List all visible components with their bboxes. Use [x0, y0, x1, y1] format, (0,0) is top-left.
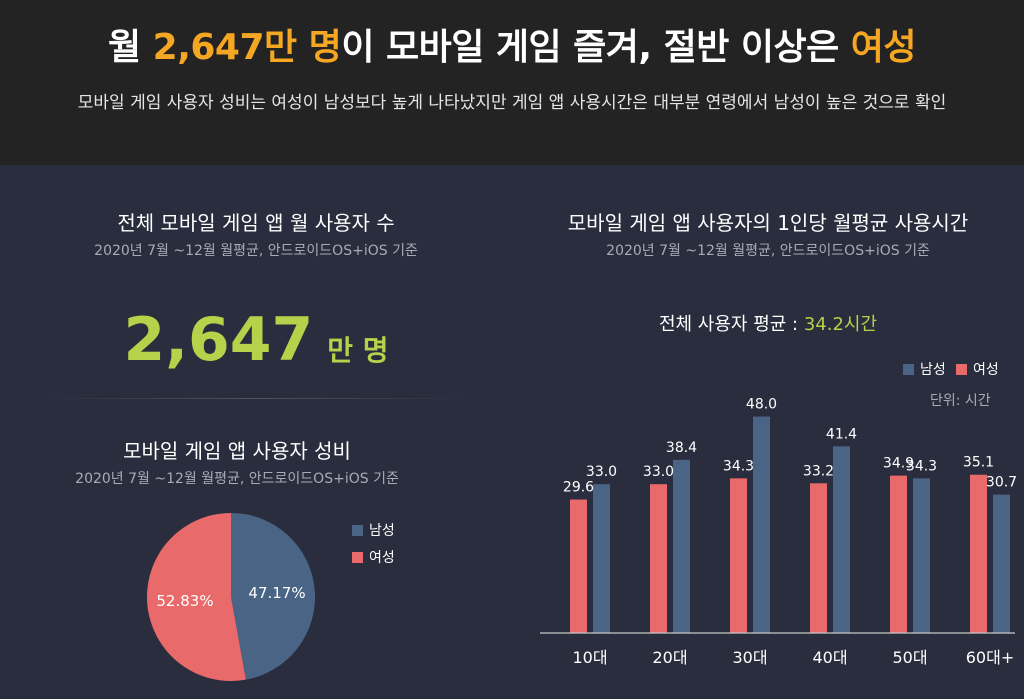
- bar-legend-male-swatch: [903, 363, 914, 375]
- bar-male-3: [833, 446, 850, 633]
- pie-label-male: 47.17%: [248, 584, 305, 602]
- total-users-subtitle: 2020년 7월 ~12월 월평균, 안드로이드OS+iOS 기준: [94, 243, 418, 259]
- average-usage-label: 전체 사용자 평균 :: [658, 314, 804, 335]
- bar-label-male-5: 30.7: [986, 475, 1017, 491]
- bar-legend-female-swatch: [956, 363, 967, 375]
- average-usage: 전체 사용자 평균 : 34.2시간: [512, 310, 1024, 336]
- x-tick-4: 50대: [892, 648, 927, 667]
- headline-highlight-users: 2,647만 명: [152, 27, 342, 68]
- bar-legend-male: 남성: [903, 359, 946, 379]
- bar-female-0: [570, 499, 587, 633]
- header-banner: 월 2,647만 명이 모바일 게임 즐겨, 절반 이상은 여성 모바일 게임 …: [0, 0, 1024, 165]
- bar-label-male-4: 34.3: [906, 458, 937, 474]
- bar-male-5: [993, 494, 1010, 633]
- bar-label-female-2: 34.3: [723, 458, 754, 474]
- x-tick-2: 30대: [732, 648, 767, 667]
- gender-ratio-subtitle: 2020년 7월 ~12월 월평균, 안드로이드OS+iOS 기준: [75, 471, 399, 487]
- bar-female-5: [970, 474, 987, 633]
- gender-ratio-title: 모바일 게임 앱 사용자 성비: [123, 439, 351, 463]
- bar-label-female-0: 29.6: [563, 480, 594, 496]
- bar-male-1: [673, 459, 690, 633]
- x-tick-0: 10대: [572, 648, 607, 667]
- pie-slice-female: [147, 513, 246, 681]
- headline-highlight-female: 여성: [850, 27, 917, 68]
- x-tick-5: 60대+: [966, 648, 1015, 667]
- pie-legend-male-swatch: [352, 524, 363, 536]
- bar-female-4: [890, 475, 907, 633]
- total-users-title: 전체 모바일 게임 앱 월 사용자 수: [117, 211, 395, 235]
- gender-pie-chart: 47.17% 52.83%: [147, 513, 316, 681]
- bar-label-female-4: 34.9: [883, 456, 914, 472]
- bar-female-1: [650, 484, 667, 633]
- pie-legend-female-label: 여성: [369, 550, 395, 566]
- section-divider: [40, 398, 470, 399]
- bar-label-female-1: 33.0: [643, 464, 674, 480]
- pie-slice-male: [231, 513, 316, 680]
- bar-unit-label: 단위: 시간: [930, 393, 991, 409]
- bar-legend-male-label: 남성: [920, 362, 946, 378]
- bar-label-male-3: 41.4: [826, 426, 857, 442]
- x-tick-3: 40대: [812, 648, 847, 667]
- pie-label-female: 52.83%: [156, 592, 213, 610]
- bar-male-4: [913, 478, 930, 633]
- bar-legend-female: 여성: [956, 359, 999, 379]
- bar-label-male-1: 38.4: [666, 440, 697, 456]
- bar-label-male-2: 48.0: [746, 397, 777, 413]
- usage-time-subtitle: 2020년 7월 ~12월 월평균, 안드로이드OS+iOS 기준: [606, 243, 930, 259]
- total-users-unit: 만 명: [327, 334, 389, 367]
- headline-part3: 이 모바일 게임 즐겨, 절반 이상은: [341, 27, 851, 68]
- average-usage-value: 34.2시간: [803, 314, 878, 335]
- bar-label-female-5: 35.1: [963, 455, 994, 471]
- usage-time-title: 모바일 게임 앱 사용자의 1인당 월평균 사용시간: [567, 211, 969, 235]
- headline: 월 2,647만 명이 모바일 게임 즐겨, 절반 이상은 여성: [0, 18, 1024, 70]
- pie-legend-male: 남성: [352, 520, 395, 540]
- pie-legend-female: 여성: [352, 547, 395, 567]
- bar-label-female-3: 33.2: [803, 463, 834, 479]
- subheadline: 모바일 게임 사용자 성비는 여성이 남성보다 높게 나타났지만 게임 앱 사용…: [77, 93, 947, 113]
- headline-part1: 월: [108, 27, 153, 68]
- x-tick-1: 20대: [652, 648, 687, 667]
- total-users-number: 2,647: [123, 305, 314, 375]
- pie-legend-female-swatch: [352, 551, 363, 563]
- bar-female-3: [810, 483, 827, 633]
- bar-label-male-0: 33.0: [586, 464, 617, 480]
- bar-male-2: [753, 416, 770, 633]
- total-users-value: 2,647 만 명: [0, 305, 512, 375]
- bar-female-2: [730, 478, 747, 633]
- bar-male-0: [593, 484, 610, 633]
- pie-legend-male-label: 남성: [369, 523, 395, 539]
- bar-legend-female-label: 여성: [973, 362, 999, 378]
